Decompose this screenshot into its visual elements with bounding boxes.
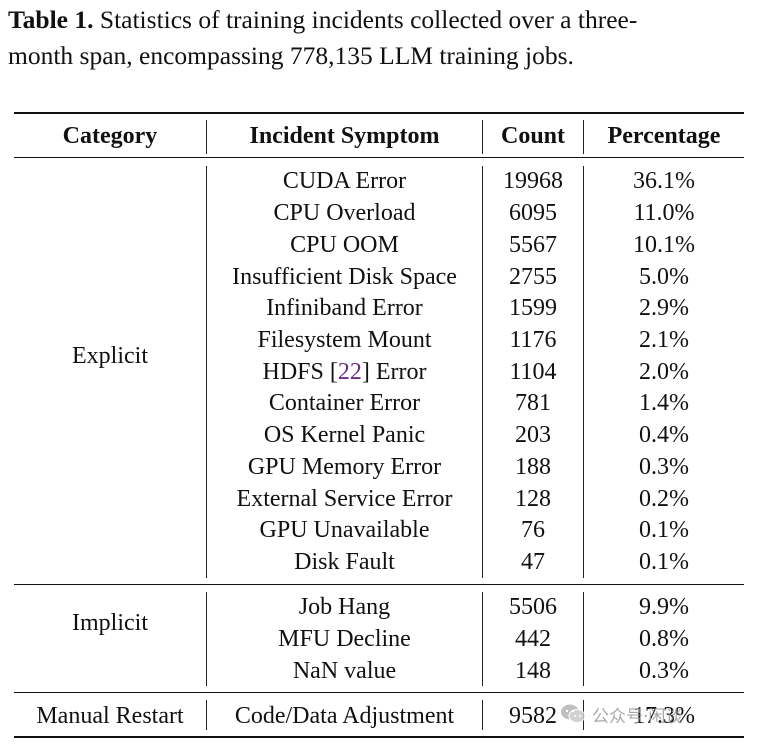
top-rule: [14, 112, 744, 114]
percentage-cell: 36.1%: [633, 168, 695, 194]
symptom-text: ] Error: [361, 359, 427, 385]
header-category: Category: [62, 123, 158, 149]
percentage-cell: 2.9%: [639, 295, 689, 321]
count-cell: 1176: [509, 327, 557, 353]
percentage-cell: 0.3%: [639, 454, 689, 480]
count-cell: 1599: [509, 295, 557, 321]
vline: [482, 166, 483, 578]
citation-link[interactable]: 22: [337, 359, 362, 385]
percentage-cell: 5.0%: [639, 264, 689, 290]
category-explicit: Explicit: [72, 343, 148, 369]
count-cell: 1104: [509, 359, 557, 385]
count-cell: 76: [521, 517, 545, 543]
watermark-text: 公众号·闲谈: [592, 706, 683, 727]
category-implicit: Implicit: [72, 610, 148, 636]
group-rule-2: [14, 692, 744, 693]
symptom-cell: Insufficient Disk Space: [232, 264, 457, 290]
symptom-cell: Infiniband Error: [266, 295, 423, 321]
percentage-cell: 10.1%: [633, 232, 695, 258]
watermark: 公众号·闲谈: [560, 700, 682, 728]
symptom-cell-hdfs: HDFS [22] Error: [207, 357, 482, 387]
table-caption: Table 1. Statistics of training incident…: [8, 2, 753, 74]
symptom-cell: CPU OOM: [290, 232, 399, 258]
percentage-cell: 2.1%: [639, 327, 689, 353]
percentage-cell: 17.3%: [633, 703, 695, 729]
symptom-cell: CPU Overload: [273, 200, 416, 226]
count-cell: 781: [515, 390, 551, 416]
vline: [583, 166, 584, 578]
symptom-cell: External Service Error: [236, 486, 453, 512]
vline: [583, 592, 584, 686]
count-cell: 442: [515, 626, 551, 652]
count-cell: 5567: [509, 232, 557, 258]
percentage-cell: 1.4%: [639, 390, 689, 416]
header-incident-symptom: Incident Symptom: [249, 123, 440, 149]
symptom-cell: Code/Data Adjustment: [234, 703, 455, 729]
vline: [482, 700, 483, 730]
count-cell: 148: [515, 658, 551, 684]
vline: [206, 592, 207, 686]
symptom-text: HDFS [: [262, 359, 338, 385]
count-cell: 5506: [509, 594, 557, 620]
percentage-cell: 0.1%: [639, 517, 689, 543]
count-cell: 2755: [509, 264, 557, 290]
percentage-cell: 0.1%: [639, 549, 689, 575]
count-cell: 19968: [503, 168, 563, 194]
percentage-cell: 0.8%: [639, 626, 689, 652]
vline: [206, 166, 207, 578]
group-rule-1: [14, 584, 744, 585]
vline: [206, 700, 207, 730]
percentage-cell: 9.9%: [639, 594, 689, 620]
symptom-cell: Disk Fault: [294, 549, 395, 575]
percentage-cell: 0.2%: [639, 486, 689, 512]
count-cell: 9582: [509, 703, 557, 729]
header-percentage: Percentage: [607, 123, 721, 149]
percentage-cell: 2.0%: [639, 359, 689, 385]
percentage-cell: 11.0%: [633, 200, 695, 226]
count-cell: 188: [515, 454, 551, 480]
percentage-cell: 0.4%: [639, 422, 689, 448]
caption-label: Table 1.: [8, 5, 94, 34]
symptom-cell: GPU Unavailable: [259, 517, 430, 543]
vline: [482, 120, 483, 154]
symptom-cell: NaN value: [292, 658, 397, 684]
count-cell: 128: [515, 486, 551, 512]
wechat-icon: [561, 704, 586, 723]
symptom-cell: Container Error: [268, 390, 421, 416]
count-cell: 203: [515, 422, 551, 448]
vline: [583, 120, 584, 154]
header-rule: [14, 157, 744, 158]
symptom-cell: Filesystem Mount: [257, 327, 432, 353]
symptom-cell: GPU Memory Error: [247, 454, 442, 480]
caption-line1: Statistics of training incidents collect…: [93, 5, 638, 34]
header-count: Count: [500, 123, 566, 149]
symptom-cell: MFU Decline: [278, 626, 411, 652]
count-cell: 6095: [509, 200, 557, 226]
vline: [482, 592, 483, 686]
percentage-cell: 0.3%: [639, 658, 689, 684]
symptom-cell: CUDA Error: [282, 168, 407, 194]
symptom-cell: OS Kernel Panic: [263, 422, 426, 448]
vline: [206, 120, 207, 154]
bottom-rule: [14, 736, 744, 738]
symptom-cell: Job Hang: [298, 594, 391, 620]
count-cell: 47: [521, 549, 545, 575]
category-manual-restart: Manual Restart: [36, 703, 184, 729]
caption-line2: month span, encompassing 778,135 LLM tra…: [8, 41, 574, 70]
